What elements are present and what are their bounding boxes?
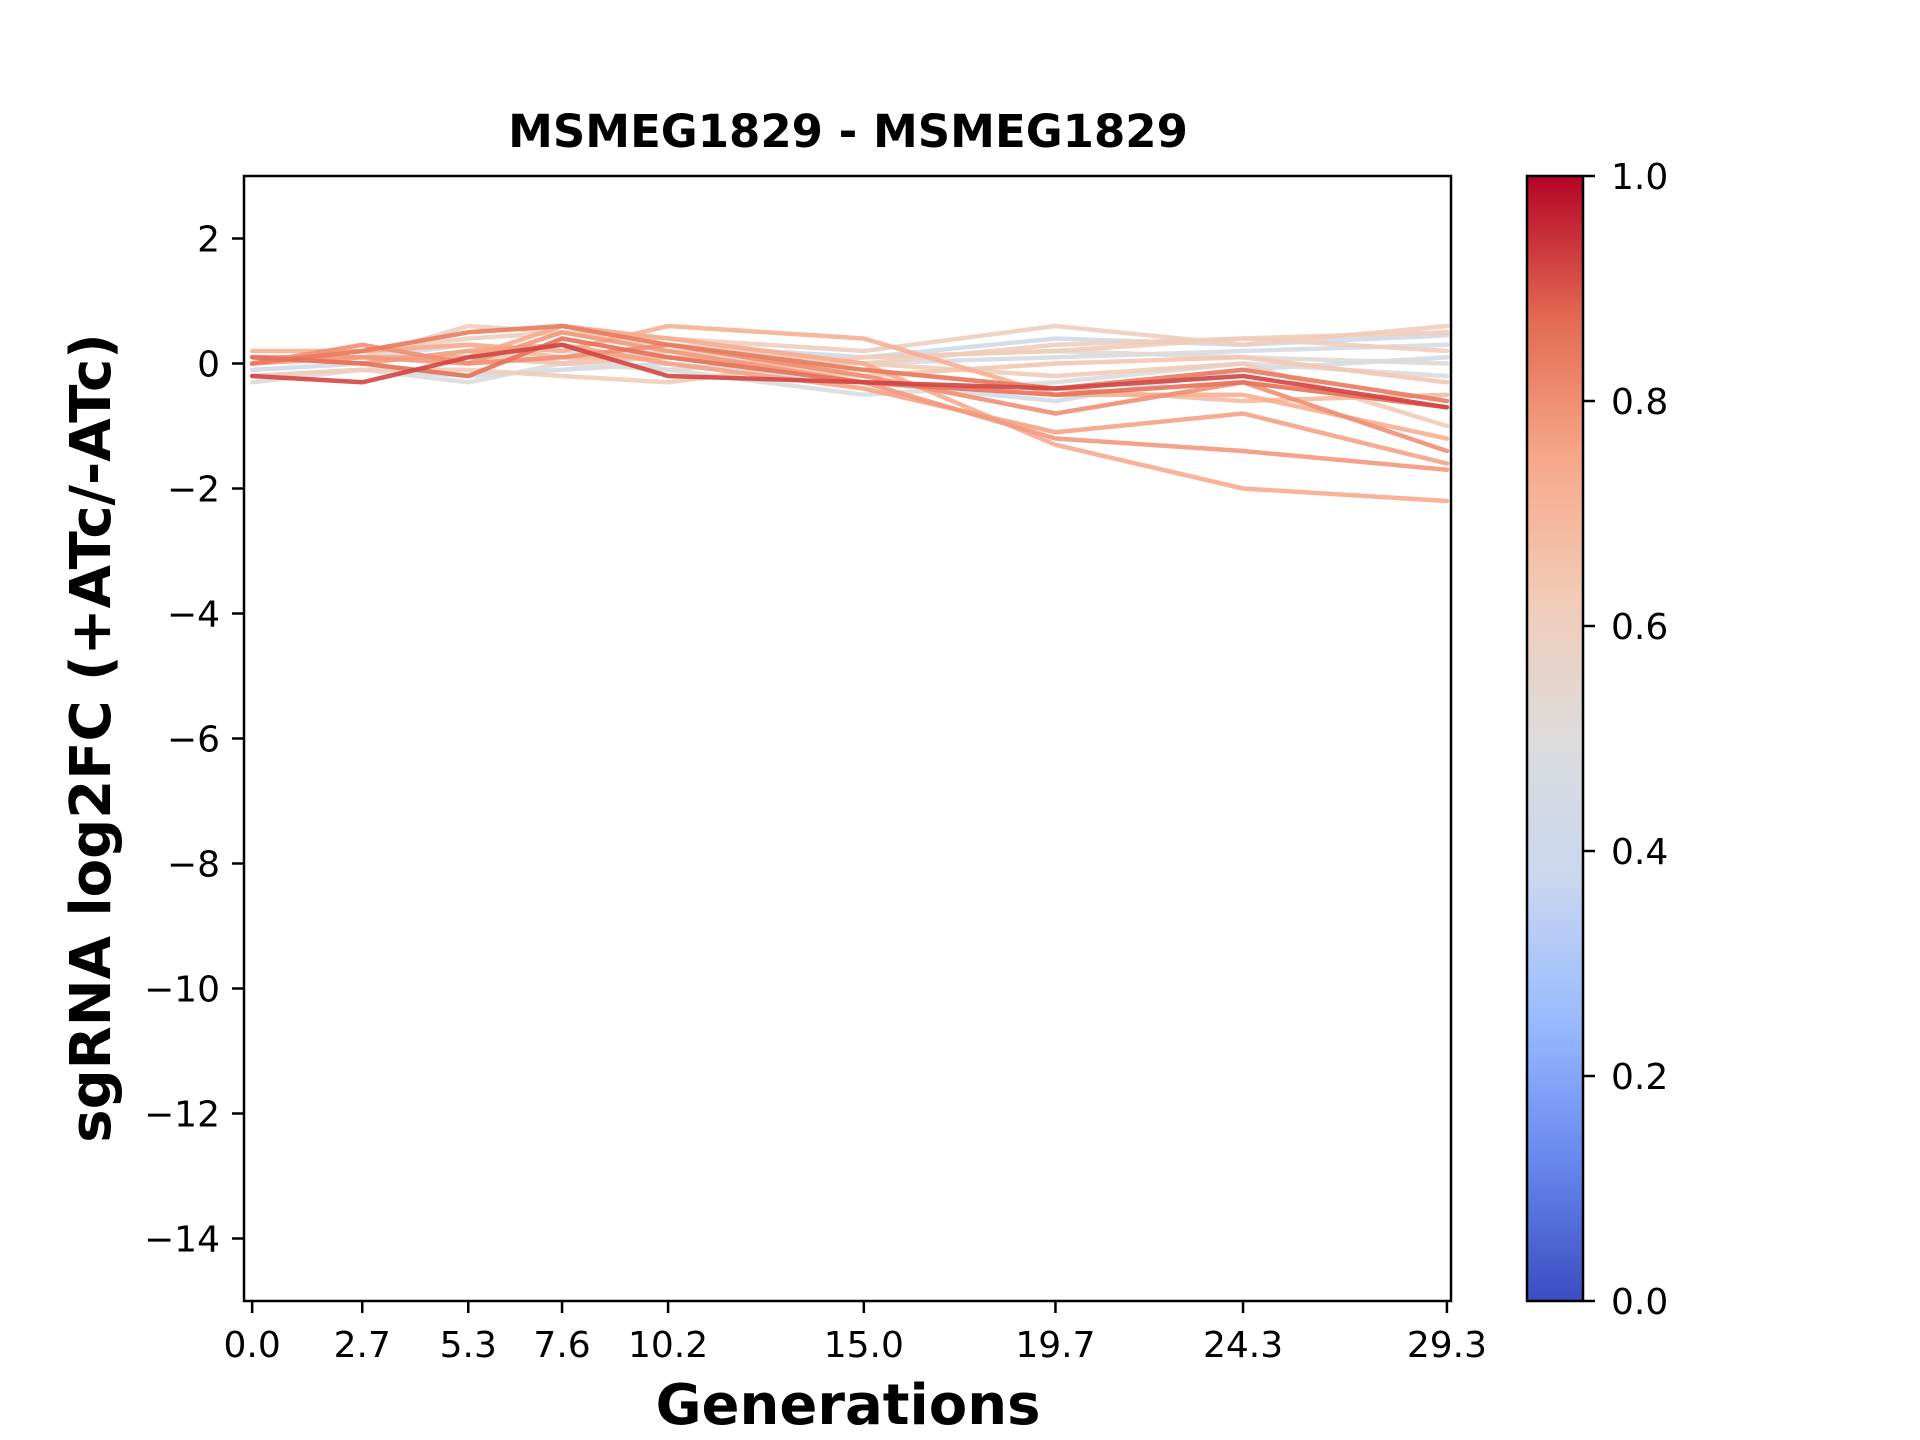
chart-title: MSMEG1829 - MSMEG1829	[508, 105, 1188, 158]
x-tick-label: 15.0	[824, 1325, 904, 1366]
series-line	[249, 336, 1450, 410]
series-lines	[249, 323, 1450, 504]
y-tick-label: −10	[144, 970, 220, 1011]
series-line	[249, 323, 1450, 404]
x-tick-label: 19.7	[1015, 1325, 1095, 1366]
x-tick-label: 0.0	[224, 1325, 281, 1366]
series-line	[249, 330, 1450, 473]
y-tick-label: −2	[167, 470, 220, 511]
y-tick-label: 0	[197, 345, 220, 386]
series-line	[249, 342, 1450, 410]
y-axis-label: sgRNA log2FC (+ATc/-ATc)	[59, 333, 124, 1143]
colorbar-tick-label: 0.6	[1611, 607, 1668, 648]
colorbar-tick-label: 1.0	[1611, 157, 1668, 198]
y-tick-label: −4	[167, 595, 220, 636]
x-tick-label: 24.3	[1203, 1325, 1283, 1366]
colorbar-tick-label: 0.2	[1611, 1057, 1668, 1098]
x-axis-label: Generations	[656, 1373, 1041, 1438]
y-tick-label: −12	[144, 1095, 220, 1136]
colorbar-tick-label: 0.4	[1611, 832, 1668, 873]
y-tick-label: −8	[167, 845, 220, 886]
x-tick-label: 7.6	[533, 1325, 590, 1366]
y-tick-label: 2	[197, 220, 220, 261]
colorbar	[1525, 174, 1585, 1303]
y-tick-label: −6	[167, 720, 220, 761]
x-tick-label: 10.2	[628, 1325, 708, 1366]
y-tick-label: −14	[144, 1220, 220, 1261]
x-axis: 0.0 2.7 5.3 7.6 10.2 15.0 19.7 24.3 29.3	[224, 1301, 1487, 1366]
colorbar-axis: 0.0 0.2 0.4 0.6 0.8 1.0	[1583, 157, 1668, 1323]
colorbar-tick-label: 0.8	[1611, 382, 1668, 423]
x-tick-label: 2.7	[334, 1325, 391, 1366]
x-tick-label: 29.3	[1407, 1325, 1487, 1366]
x-tick-label: 5.3	[440, 1325, 497, 1366]
y-axis: 2 0 −2 −4 −6 −8 −10 −12 −14	[144, 220, 244, 1261]
colorbar-tick-label: 0.0	[1611, 1282, 1668, 1323]
